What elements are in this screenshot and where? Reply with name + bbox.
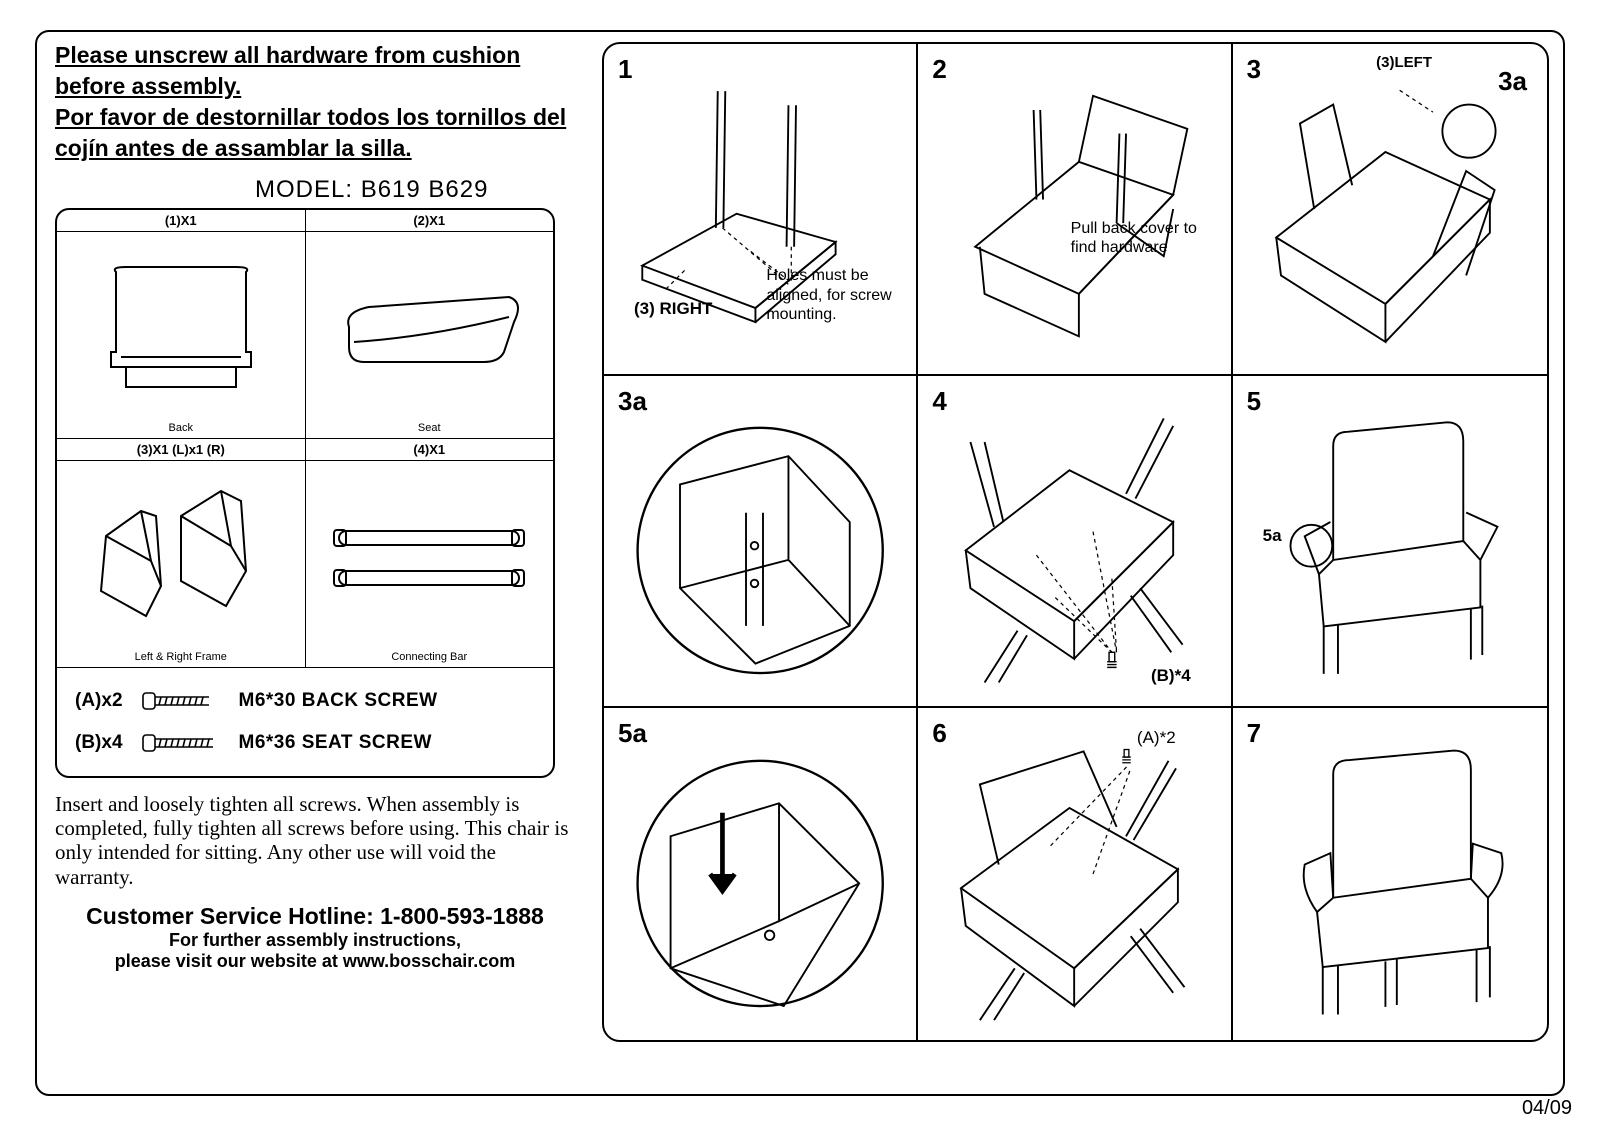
step-7-diagram xyxy=(1243,718,1537,1030)
part-seat: (2)X1 Seat xyxy=(306,210,554,439)
hw-b-qty: (B)x4 xyxy=(75,732,123,754)
step-7: 7 xyxy=(1233,708,1547,1040)
part-frame-header: (3)X1 (L)x1 (R) xyxy=(57,439,305,461)
hw-b-desc: M6*36 SEAT SCREW xyxy=(239,732,432,754)
step-5-diagram xyxy=(1243,386,1537,696)
steps-grid: 1 xyxy=(602,42,1549,1042)
back-icon xyxy=(96,252,266,402)
hotline-sub2: please visit our website at www.bosschai… xyxy=(55,951,575,972)
step-7-num: 7 xyxy=(1247,718,1261,749)
part-bar: (4)X1 Conn xyxy=(306,439,554,668)
step-1: 1 xyxy=(604,44,918,376)
hardware-row-b: (B)x4 M6*36 SEAT SCREW xyxy=(57,722,553,776)
step-3: 3 (3)LEFT 3a xyxy=(1233,44,1547,376)
step-4: 4 xyxy=(918,376,1232,708)
part-seat-caption: Seat xyxy=(306,422,554,438)
right-column: 1 xyxy=(602,32,1563,1094)
date-code: 04/09 xyxy=(1522,1097,1572,1120)
part-back: (1)X1 Back xyxy=(57,210,306,439)
bar-icon xyxy=(324,496,534,616)
warning-es: Por favor de destornillar todos los torn… xyxy=(55,104,566,161)
parts-table: (1)X1 Back (2)X1 xyxy=(55,208,555,778)
step-5: 5 5a xyxy=(1233,376,1547,708)
warning-text: Please unscrew all hardware from cushion… xyxy=(55,40,569,164)
step-3a: 3a xyxy=(604,376,918,708)
step-2-note: Pull back cover to find hardware xyxy=(1071,219,1211,257)
part-frame-caption: Left & Right Frame xyxy=(57,651,305,667)
step-5-num: 5 xyxy=(1247,386,1261,417)
hw-a-desc: M6*30 BACK SCREW xyxy=(239,690,438,712)
step-1-note: Holes must be aligned, for screw mountin… xyxy=(766,266,896,324)
part-bar-caption: Connecting Bar xyxy=(306,651,554,667)
part-back-caption: Back xyxy=(57,422,305,438)
step-4-hw: (B)*4 xyxy=(1151,666,1191,686)
screw-icon xyxy=(141,732,221,754)
step-5a: 5a xyxy=(604,708,918,1040)
step-4-diagram xyxy=(928,386,1220,696)
hw-a-qty: (A)x2 xyxy=(75,690,123,712)
step-5a-num: 5a xyxy=(618,718,647,749)
frame-icon xyxy=(86,476,276,636)
step-3-sub: 3a xyxy=(1498,66,1527,97)
step-2: 2 Pull back cover to find hardware xyxy=(918,44,1232,376)
step-5a-diagram xyxy=(614,718,906,1030)
hardware-row-a: (A)x2 M6*30 BACK SCREW xyxy=(57,668,553,722)
model-label: MODEL: xyxy=(255,176,353,203)
step-2-num: 2 xyxy=(932,54,946,85)
step-3-num: 3 xyxy=(1247,54,1261,85)
part-bar-header: (4)X1 xyxy=(306,439,554,461)
step-1-right-label: (3) RIGHT xyxy=(634,299,712,319)
screw-icon xyxy=(141,690,221,712)
step-6-num: 6 xyxy=(932,718,946,749)
left-column: Please unscrew all hardware from cushion… xyxy=(37,32,577,1094)
step-1-num: 1 xyxy=(618,54,632,85)
step-6-hw: (A)*2 xyxy=(1137,728,1176,748)
step-4-num: 4 xyxy=(932,386,946,417)
seat-icon xyxy=(329,267,529,387)
hotline-title: Customer Service Hotline: 1-800-593-1888 xyxy=(55,903,575,930)
part-back-header: (1)X1 xyxy=(57,210,305,232)
hotline-block: Customer Service Hotline: 1-800-593-1888… xyxy=(55,903,575,972)
step-6: 6 (A)*2 xyxy=(918,708,1232,1040)
hotline-sub1: For further assembly instructions, xyxy=(55,930,575,951)
step-6-diagram xyxy=(928,718,1220,1030)
step-3a-num: 3a xyxy=(618,386,647,417)
hardware-section: (A)x2 M6*30 BACK SCREW (B)x4 xyxy=(57,668,553,776)
model-line: MODEL: B619 B629 xyxy=(255,176,569,204)
step-5-sub: 5a xyxy=(1263,526,1282,546)
part-seat-header: (2)X1 xyxy=(306,210,554,232)
step-2-diagram xyxy=(928,54,1220,364)
step-3a-diagram xyxy=(614,386,906,696)
step-3-diagram xyxy=(1243,54,1537,364)
part-frame: (3)X1 (L)x1 (R) xyxy=(57,439,306,668)
step-3-left-label: (3)LEFT xyxy=(1376,54,1432,71)
instruction-sheet: Please unscrew all hardware from cushion… xyxy=(35,30,1565,1096)
model-numbers: B619 B629 xyxy=(361,176,489,203)
assembly-note: Insert and loosely tighten all screws. W… xyxy=(55,792,575,889)
warning-en: Please unscrew all hardware from cushion… xyxy=(55,42,520,99)
